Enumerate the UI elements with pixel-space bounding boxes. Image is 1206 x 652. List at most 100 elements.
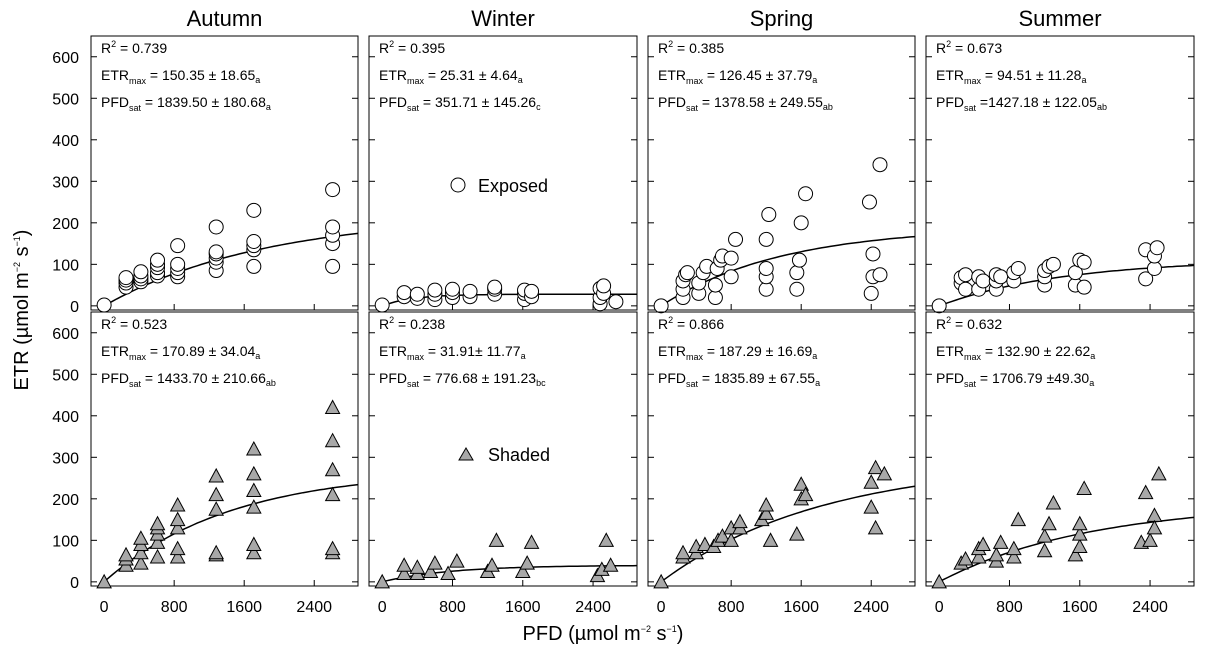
data-point-shaded — [1006, 540, 1022, 556]
y-tick-label: 400 — [52, 409, 79, 426]
pfd-sat-label: PFDsat =1427.18 ± 122.05ab — [936, 94, 1107, 113]
data-point-exposed — [246, 258, 262, 274]
legend-shaded-marker — [458, 447, 474, 461]
data-point-exposed — [1010, 260, 1026, 276]
data-point-exposed — [958, 281, 974, 297]
data-point-shaded — [169, 511, 186, 527]
r-squared-label: R2 = 0.866 — [658, 315, 724, 332]
data-point-exposed — [723, 250, 739, 266]
data-point-shaded — [975, 536, 991, 551]
y-axis-label: ETR (µmol m−2 s−1) — [11, 230, 33, 391]
r-squared-label: R2 = 0.673 — [936, 39, 1002, 56]
data-point-shaded — [714, 528, 731, 543]
data-point-exposed — [409, 286, 425, 302]
panel-spring-exposed: R2 = 0.385 ETRmax = 126.45 ± 37.79a PFDsat… — [647, 35, 916, 314]
etr-max-label: ETRmax = 25.31 ± 4.64a — [379, 67, 523, 86]
etr-max-label: ETRmax = 150.35 ± 18.65a — [101, 67, 260, 86]
data-point-shaded — [1036, 528, 1053, 543]
pfd-sat-label: PFDsat = 351.71 ± 145.26c — [379, 94, 541, 113]
data-point-shaded — [324, 486, 341, 502]
pfd-sat-label: PFDsat = 1839.50 ± 180.68a — [101, 94, 271, 113]
data-point-shaded — [245, 499, 262, 514]
data-point-shaded — [514, 563, 531, 578]
season-title: Summer — [1018, 6, 1101, 31]
data-point-exposed — [246, 202, 262, 218]
x-tick-label: 1600 — [505, 599, 541, 616]
data-point-shaded — [96, 573, 112, 589]
data-point-shaded — [245, 465, 262, 481]
y-tick-label: 600 — [52, 50, 79, 67]
season-title: Spring — [750, 6, 814, 31]
data-point-exposed — [608, 294, 624, 310]
fit-curve — [382, 564, 638, 583]
data-point-shaded — [208, 486, 225, 502]
x-tick-label: 0 — [657, 599, 666, 616]
data-point-exposed — [728, 231, 744, 247]
panel-frame — [925, 311, 1195, 587]
data-point-shaded — [1010, 511, 1027, 527]
y-tick-label: 400 — [52, 133, 79, 150]
data-point-exposed — [798, 186, 814, 202]
x-tick-label: 2400 — [575, 599, 611, 616]
data-point-shaded — [374, 573, 391, 589]
y-tick-label: 200 — [52, 216, 79, 233]
r-squared-label: R2 = 0.523 — [101, 315, 167, 332]
x-tick-label: 2400 — [853, 599, 889, 616]
panel-frame — [647, 35, 916, 311]
data-point-shaded — [697, 536, 713, 551]
legend-exposed: Exposed — [450, 176, 548, 196]
x-tick-label: 800 — [439, 599, 466, 616]
data-point-exposed — [1138, 271, 1154, 287]
data-point-shaded — [440, 565, 456, 581]
etr-max-label: ETRmax = 94.51 ± 11.28a — [936, 67, 1086, 86]
data-point-shaded — [797, 486, 814, 502]
data-point-shaded — [1045, 494, 1062, 510]
data-point-exposed — [793, 215, 809, 231]
data-point-shaded — [988, 546, 1005, 562]
data-point-shaded — [602, 557, 619, 572]
pfd-sat-label: PFDsat = 776.68 ± 191.23bc — [379, 370, 546, 389]
panel-frame — [90, 35, 359, 311]
data-point-shaded — [169, 548, 186, 564]
y-tick-label: 300 — [52, 174, 79, 191]
data-point-shaded — [675, 544, 691, 560]
data-point-exposed — [374, 297, 390, 313]
etr-max-label: ETRmax = 170.89 ± 34.04a — [101, 343, 260, 362]
panel-frame — [647, 311, 916, 587]
y-tick-label: 200 — [52, 492, 79, 509]
panel-frame — [925, 35, 1195, 311]
data-point-exposed — [596, 278, 612, 294]
y-tick-label: 500 — [52, 91, 79, 108]
data-point-shaded — [1067, 546, 1084, 562]
x-tick-label: 800 — [161, 599, 188, 616]
r-squared-label: R2 = 0.238 — [379, 315, 445, 332]
data-point-shaded — [1146, 519, 1163, 535]
x-tick-label: 800 — [996, 599, 1023, 616]
data-point-shaded — [867, 459, 884, 475]
data-point-shaded — [149, 548, 166, 564]
data-point-exposed — [325, 258, 341, 274]
data-point-exposed — [958, 267, 974, 283]
data-point-shaded — [762, 532, 779, 547]
data-point-shaded — [245, 482, 262, 498]
data-point-exposed — [872, 157, 888, 173]
data-point-shaded — [409, 559, 426, 574]
data-point-exposed — [524, 283, 540, 299]
data-point-exposed — [789, 265, 805, 281]
data-point-exposed — [325, 219, 341, 235]
data-point-shaded — [1151, 465, 1167, 481]
panel-spring-shaded: R2 = 0.866 ETRmax = 187.29 ± 16.69a PFDsat… — [647, 311, 916, 589]
data-point-shaded — [523, 534, 540, 549]
data-point-exposed — [723, 269, 739, 285]
data-point-shaded — [723, 532, 740, 547]
data-point-shaded — [957, 550, 974, 566]
pfd-sat-label: PFDsat = 1835.89 ± 67.55a — [658, 370, 820, 389]
fit-curve — [660, 485, 916, 583]
data-point-exposed — [789, 281, 805, 297]
x-axis-label: PFD (µmol m−2 s−1) — [523, 623, 684, 645]
data-point-exposed — [427, 282, 443, 298]
panel-frame — [90, 311, 359, 587]
x-tick-label: 0 — [378, 599, 387, 616]
x-tick-label: 2400 — [296, 599, 332, 616]
